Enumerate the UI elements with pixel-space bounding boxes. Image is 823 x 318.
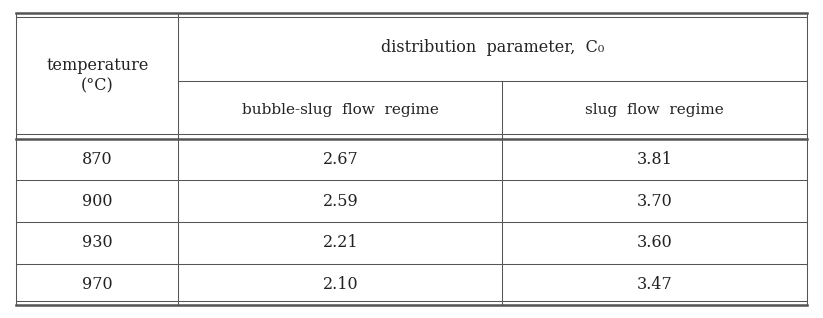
Text: temperature
(°C): temperature (°C) — [46, 57, 149, 94]
Text: 3.47: 3.47 — [636, 276, 672, 293]
Text: 3.81: 3.81 — [636, 151, 672, 168]
Text: 3.60: 3.60 — [636, 234, 672, 251]
Text: distribution  parameter,  C₀: distribution parameter, C₀ — [381, 38, 604, 56]
Text: 2.10: 2.10 — [323, 276, 358, 293]
Text: 3.70: 3.70 — [636, 193, 672, 210]
Text: 930: 930 — [82, 234, 113, 251]
Text: 2.67: 2.67 — [323, 151, 358, 168]
Text: 2.21: 2.21 — [323, 234, 358, 251]
Text: bubble-slug  flow  regime: bubble-slug flow regime — [242, 103, 439, 117]
Text: 900: 900 — [82, 193, 113, 210]
Text: 870: 870 — [82, 151, 113, 168]
Text: slug  flow  regime: slug flow regime — [585, 103, 723, 117]
Text: 970: 970 — [82, 276, 113, 293]
Text: 2.59: 2.59 — [323, 193, 358, 210]
